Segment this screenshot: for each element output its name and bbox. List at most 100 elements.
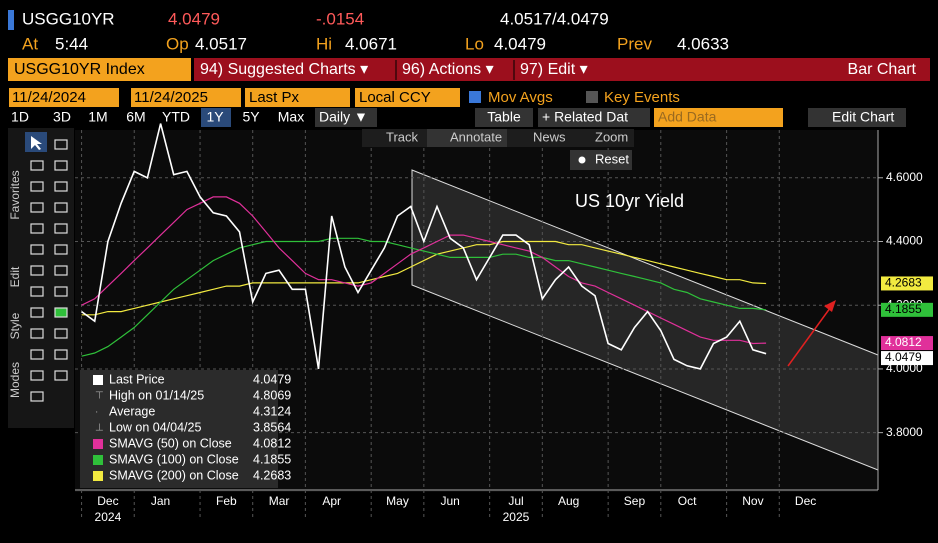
x-tick-label: Jan xyxy=(151,494,170,508)
legend-label: Low on 04/04/25 xyxy=(109,420,201,434)
add-data[interactable]: Add Data xyxy=(658,109,717,125)
add-data-box[interactable] xyxy=(654,108,783,127)
period[interactable]: Max xyxy=(278,109,304,125)
chart: 3.80004.00004.20004.40004.6000DecJanFebM… xyxy=(75,123,933,524)
currency-box[interactable] xyxy=(355,88,460,107)
tool[interactable]: Zoom xyxy=(595,129,628,144)
legend-value: 3.8564 xyxy=(253,420,291,434)
annotation: US 10yr Yield xyxy=(575,191,684,211)
legend-label: Average xyxy=(109,404,155,418)
start-date[interactable]: 11/24/2024 xyxy=(12,89,86,106)
reset-box[interactable] xyxy=(570,150,632,170)
menu-items: 94) Suggested Charts ▾ 96) Actions ▾ 97) E… xyxy=(200,60,588,80)
end-date-box[interactable] xyxy=(131,88,241,107)
table[interactable]: Table xyxy=(487,109,521,125)
tool-icon[interactable] xyxy=(54,160,68,171)
field-box[interactable] xyxy=(245,88,350,107)
y-tick-label: 3.8000 xyxy=(886,425,923,439)
currency[interactable]: Local CCY xyxy=(359,89,431,106)
tool-icon[interactable] xyxy=(54,265,68,276)
cursor-icon[interactable] xyxy=(31,136,42,150)
menu-item[interactable]: 97) Edit ▾ xyxy=(520,61,588,78)
legend xyxy=(80,370,278,488)
legend-icon: ⊤ xyxy=(95,391,104,402)
reset[interactable]: Reset xyxy=(595,151,629,166)
edit-chart[interactable]: Edit Chart xyxy=(832,109,894,125)
tool-icon[interactable] xyxy=(30,202,44,213)
tool-icon[interactable] xyxy=(30,244,44,255)
side-tab[interactable]: Edit xyxy=(8,266,22,287)
tool-icon[interactable] xyxy=(54,328,68,339)
arrow xyxy=(787,303,834,367)
side-tab[interactable]: Favorites xyxy=(8,170,22,219)
tool-icon[interactable] xyxy=(30,181,44,192)
checkbox[interactable] xyxy=(469,91,481,103)
net-change: -.0154 xyxy=(316,9,364,28)
security[interactable]: USGG10YR Index xyxy=(14,61,145,78)
x-tick-label: May xyxy=(386,494,409,508)
related[interactable]: + Related Dat xyxy=(542,109,628,125)
tool-icon[interactable] xyxy=(30,223,44,234)
menu-item[interactable]: 94) Suggested Charts ▾ xyxy=(200,61,368,78)
field-label: Op xyxy=(166,34,189,53)
tool-icon[interactable] xyxy=(54,139,68,150)
key-events[interactable]: Key Events xyxy=(604,89,680,106)
tool-icon[interactable] xyxy=(54,286,68,297)
tool-icon[interactable] xyxy=(54,223,68,234)
legend-swatch xyxy=(93,439,103,449)
edit-chart-box[interactable] xyxy=(808,108,906,127)
security-box[interactable] xyxy=(8,58,191,81)
tool[interactable]: News xyxy=(533,129,566,144)
field-label: Prev xyxy=(617,34,652,53)
reset-icon xyxy=(578,156,586,164)
x-tick-label: Dec xyxy=(97,494,118,508)
field[interactable]: Last Px xyxy=(249,89,300,106)
period[interactable]: 1D xyxy=(11,109,29,125)
mov-avgs[interactable]: Mov Avgs xyxy=(488,89,553,106)
frequency-box[interactable] xyxy=(315,108,377,127)
arrow-head xyxy=(824,300,836,312)
related-box[interactable] xyxy=(538,108,650,127)
tool-icon[interactable] xyxy=(30,265,44,276)
menu-item[interactable]: 96) Actions ▾ xyxy=(402,61,494,78)
side-tab[interactable]: Modes xyxy=(8,362,22,398)
tool-icon[interactable] xyxy=(30,160,44,171)
period[interactable]: 1M xyxy=(88,109,107,125)
checkbox[interactable] xyxy=(586,91,598,103)
field-value: 4.0479 xyxy=(494,34,546,53)
legend-swatch xyxy=(93,455,103,465)
tool-icon[interactable] xyxy=(30,370,44,381)
tool-icon[interactable] xyxy=(54,244,68,255)
table-box[interactable] xyxy=(475,108,533,127)
period[interactable]: 6M xyxy=(126,109,145,125)
legend-value: 4.0812 xyxy=(253,436,291,450)
tool[interactable]: Annotate xyxy=(450,129,502,144)
y-tick-label: 4.6000 xyxy=(886,170,923,184)
end-date[interactable]: 11/24/2025 xyxy=(134,89,208,106)
tool-icon[interactable] xyxy=(30,391,44,402)
side-tab[interactable]: Style xyxy=(8,312,22,339)
tool-icon[interactable] xyxy=(30,349,44,360)
tool-icon[interactable] xyxy=(30,328,44,339)
tool-icon[interactable] xyxy=(54,370,68,381)
period[interactable]: 3D xyxy=(53,109,71,125)
period[interactable]: YTD xyxy=(162,109,190,125)
field-value: 4.0633 xyxy=(677,34,729,53)
tool-icon[interactable] xyxy=(54,307,68,318)
period[interactable]: 1Y xyxy=(206,109,224,125)
chart-kind[interactable]: Bar Chart xyxy=(848,61,917,78)
tool-icon[interactable] xyxy=(54,181,68,192)
menu-bar xyxy=(194,58,930,81)
start-date-box[interactable] xyxy=(9,88,119,107)
tool-icon[interactable] xyxy=(30,286,44,297)
bid-ask: 4.0517/4.0479 xyxy=(500,9,609,28)
legend-value: 4.0479 xyxy=(253,372,291,386)
tool-icon[interactable] xyxy=(54,349,68,360)
field-label: At xyxy=(22,34,38,53)
legend-label: SMAVG (200) on Close xyxy=(109,468,239,482)
tool[interactable]: Track xyxy=(386,129,419,144)
tool-icon[interactable] xyxy=(54,202,68,213)
tool-icon[interactable] xyxy=(30,307,44,318)
period[interactable]: 5Y xyxy=(242,109,260,125)
frequency[interactable]: Daily ▼ xyxy=(319,109,368,125)
